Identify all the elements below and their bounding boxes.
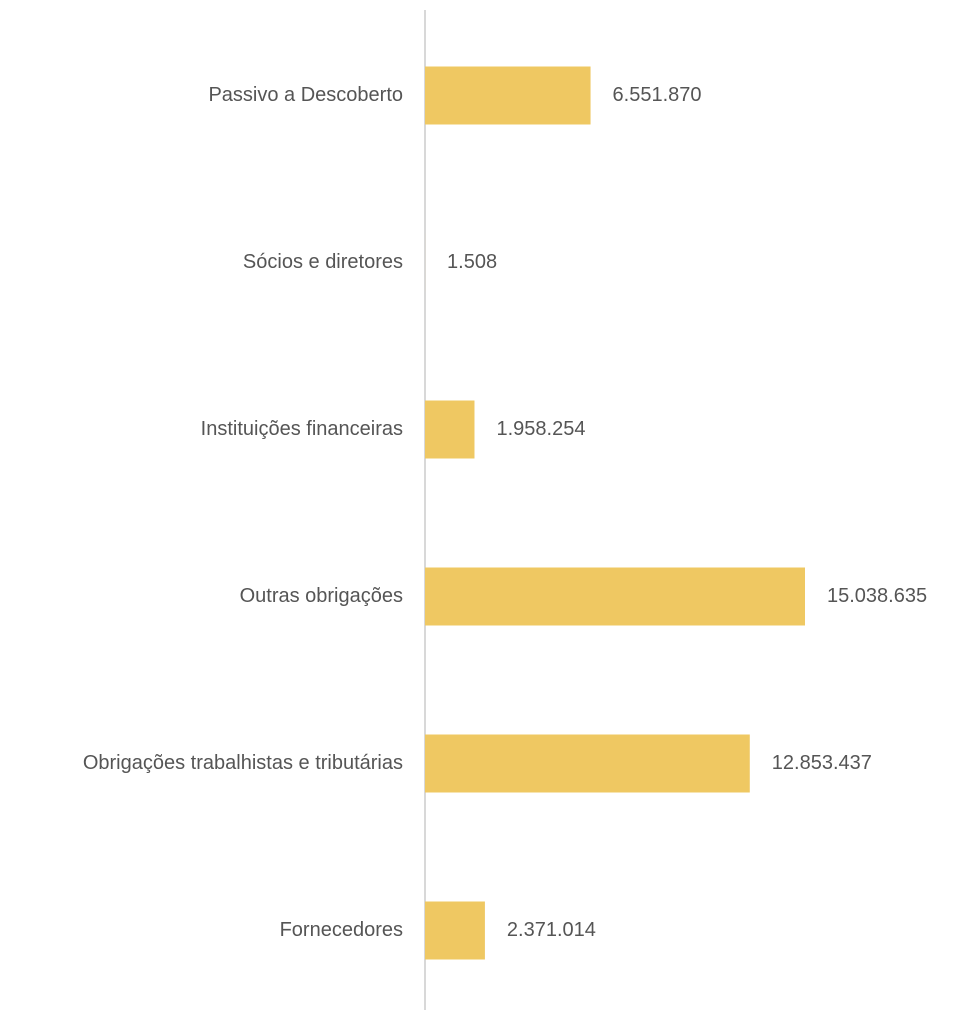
bar xyxy=(425,901,485,960)
value-label: 6.551.870 xyxy=(613,84,702,106)
bar xyxy=(425,734,750,793)
category-label: Fornecedores xyxy=(280,919,403,941)
value-label: 12.853.437 xyxy=(772,752,872,774)
category-label: Instituições financeiras xyxy=(201,418,403,440)
value-label: 1.958.254 xyxy=(496,418,585,440)
value-label: 1.508 xyxy=(447,251,497,273)
category-label: Obrigações trabalhistas e tributárias xyxy=(83,752,403,774)
value-label: 2.371.014 xyxy=(507,919,596,941)
category-label: Passivo a Descoberto xyxy=(208,84,403,106)
bar xyxy=(425,400,475,459)
bar xyxy=(425,66,591,125)
bar xyxy=(425,567,805,626)
category-label: Outras obrigações xyxy=(240,585,403,607)
value-label: 15.038.635 xyxy=(827,585,927,607)
category-label: Sócios e diretores xyxy=(243,251,403,273)
